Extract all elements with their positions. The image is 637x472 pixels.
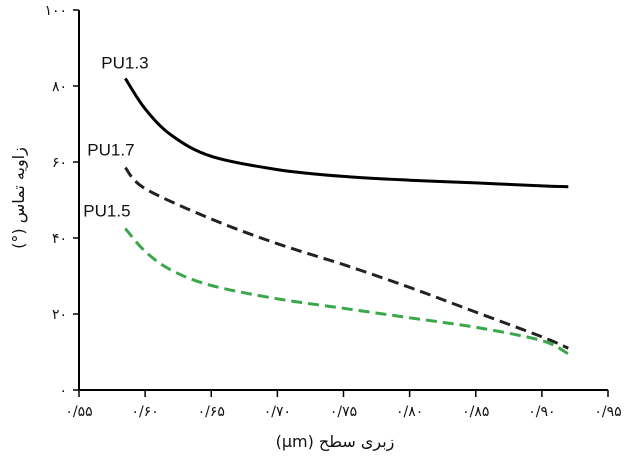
y-tick-label: ۱۰۰ (44, 3, 67, 19)
series-line-pu1-7 (124, 166, 569, 350)
y-tick-label: ۴۰ (52, 231, 67, 247)
y-tick-label: ۶۰ (52, 155, 67, 171)
axes (78, 10, 608, 391)
x-axis-title: زبری سطح (µm) (276, 432, 395, 452)
x-tick-label: ۰/۶۰ (131, 404, 158, 420)
y-tick-label: ۲۰ (52, 307, 67, 323)
y-tick-label: ۰ (59, 383, 67, 399)
y-axis-title: زاویه تماس (°) (9, 147, 29, 249)
x-tick-label: ۰/۸۰ (396, 404, 423, 420)
x-tick-label: ۰/۶۵ (198, 404, 225, 420)
x-tick-label: ۰/۸۵ (462, 404, 489, 420)
series-label-pu1-5: PU1.5 (83, 202, 130, 221)
x-axis-ticks: ۰/۵۵ ۰/۶۰ ۰/۶۵ ۰/۷۰ ۰/۷۵ ۰/۸۰ ۰/۸۵ ۰/۹۰ ۰/۹۵ (65, 390, 622, 420)
y-axis-ticks: ۰ ۲۰ ۴۰ ۶۰ ۸۰ ۱۰۰ (44, 3, 79, 399)
x-tick-label: ۰/۹۵ (594, 404, 621, 420)
series-label-pu1-7: PU1.7 (87, 141, 134, 160)
series-labels: PU1.3 PU1.7 PU1.5 (83, 53, 148, 220)
series-lines (124, 77, 570, 356)
x-tick-label: ۰/۷۵ (330, 404, 357, 420)
series-label-pu1-3: PU1.3 (101, 53, 148, 72)
series-line-pu1-3 (124, 77, 569, 189)
x-tick-label: ۰/۹۰ (528, 404, 555, 420)
x-tick-label: ۰/۷۰ (264, 404, 291, 420)
x-tick-label: ۰/۵۵ (65, 404, 92, 420)
y-tick-label: ۸۰ (52, 79, 67, 95)
series-line-pu1-5 (124, 227, 570, 356)
